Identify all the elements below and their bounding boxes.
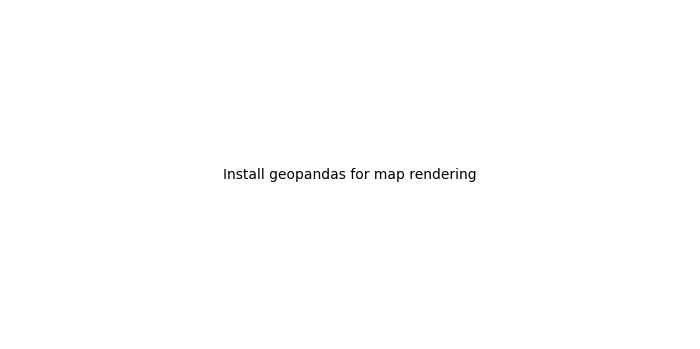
Text: Install geopandas for map rendering: Install geopandas for map rendering [223, 168, 477, 181]
